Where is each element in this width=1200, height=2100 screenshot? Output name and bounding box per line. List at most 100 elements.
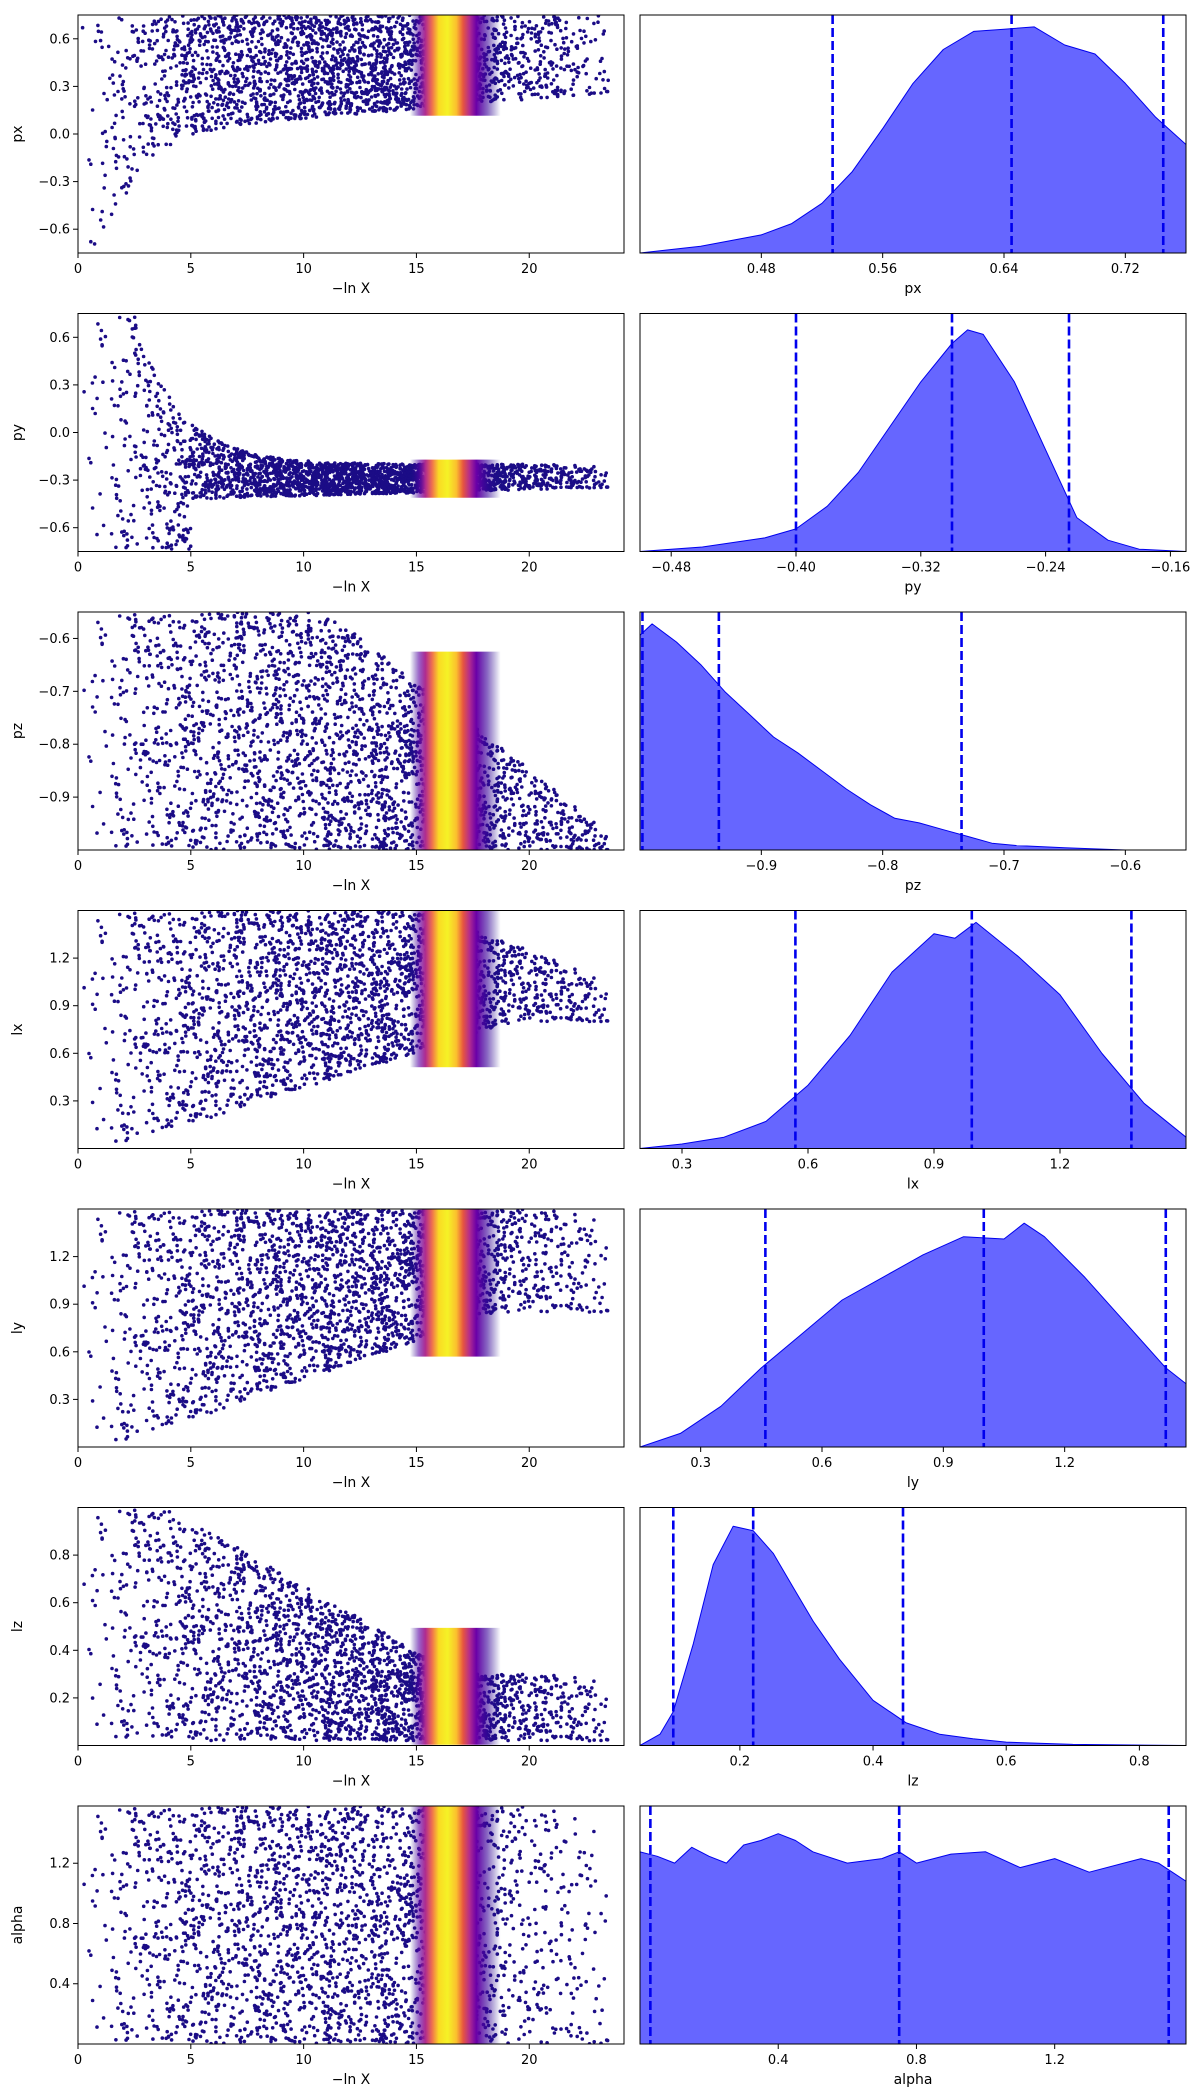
- sample-point: [203, 92, 208, 96]
- sample-point: [211, 78, 215, 83]
- sample-point: [168, 142, 173, 147]
- sample-point: [226, 81, 231, 85]
- sample-point: [223, 48, 227, 53]
- sample-point: [260, 102, 264, 107]
- sample-point: [290, 76, 294, 81]
- sample-point: [137, 373, 142, 378]
- sample-point: [232, 100, 237, 104]
- sample-point: [246, 118, 250, 123]
- sample-point: [257, 49, 262, 54]
- sample-point: [277, 85, 281, 89]
- sample-point: [291, 52, 296, 57]
- sample-point: [170, 56, 174, 60]
- sample-point: [278, 39, 282, 44]
- sample-point: [263, 50, 267, 54]
- sample-point: [278, 481, 283, 486]
- px-scatter-xlabel: −ln X: [332, 281, 371, 297]
- sample-point: [173, 106, 177, 111]
- sample-point: [582, 41, 586, 45]
- sample-point: [186, 43, 191, 47]
- sample-point: [154, 465, 158, 470]
- sample-point: [125, 532, 129, 536]
- sample-point: [256, 39, 261, 44]
- sample-point: [300, 53, 304, 58]
- sample-point: [152, 439, 157, 443]
- sample-point: [240, 53, 244, 57]
- sample-point: [139, 347, 144, 352]
- sample-point: [203, 25, 207, 29]
- sample-point: [130, 24, 135, 28]
- sample-point: [229, 112, 233, 116]
- sample-point: [174, 80, 179, 84]
- sample-point: [214, 57, 219, 62]
- sample-point: [569, 68, 574, 73]
- sample-point: [145, 404, 149, 408]
- px-weight-band: [314, 15, 537, 116]
- sample-point: [93, 375, 97, 379]
- sample-point: [565, 53, 570, 57]
- sample-point: [248, 49, 252, 54]
- sample-point: [602, 479, 607, 483]
- sample-point: [154, 483, 159, 488]
- sample-point: [106, 44, 111, 49]
- sample-point: [552, 486, 557, 490]
- sample-point: [225, 121, 229, 126]
- sample-point: [606, 78, 610, 83]
- sample-point: [311, 94, 315, 99]
- sample-point: [210, 490, 214, 495]
- sample-point: [188, 455, 192, 459]
- sample-point: [141, 150, 146, 154]
- sample-point: [256, 475, 260, 479]
- sample-point: [116, 89, 120, 94]
- sample-point: [181, 501, 186, 506]
- sample-point: [223, 54, 228, 59]
- sample-point: [304, 40, 309, 45]
- sample-point: [273, 54, 278, 59]
- sample-point: [145, 487, 150, 492]
- sample-point: [254, 121, 258, 125]
- sample-point: [221, 98, 226, 103]
- sample-point: [241, 468, 246, 473]
- sample-point: [163, 97, 168, 101]
- sample-point: [296, 43, 300, 48]
- sample-point: [126, 317, 130, 322]
- sample-point: [544, 473, 548, 477]
- sample-point: [567, 477, 571, 482]
- sample-point: [161, 32, 166, 36]
- sample-point: [124, 66, 128, 70]
- sample-point: [564, 36, 569, 40]
- sample-point: [603, 473, 608, 478]
- sample-point: [212, 473, 217, 477]
- sample-point: [584, 34, 588, 39]
- sample-point: [189, 482, 194, 486]
- sample-point: [291, 108, 295, 113]
- sample-point: [272, 78, 277, 83]
- sample-point: [123, 437, 127, 441]
- sample-point: [134, 455, 138, 459]
- sample-point: [226, 70, 230, 75]
- sample-point: [166, 93, 171, 98]
- sample-point: [161, 117, 166, 121]
- sample-point: [121, 358, 126, 363]
- sample-point: [90, 406, 95, 411]
- sample-point: [277, 15, 282, 18]
- sample-point: [578, 485, 583, 489]
- sample-point: [269, 82, 273, 87]
- sample-point: [287, 56, 291, 60]
- sample-point: [558, 467, 563, 471]
- sample-point: [545, 76, 550, 80]
- sample-point: [181, 495, 185, 500]
- sample-point: [236, 28, 241, 32]
- sample-point: [220, 102, 225, 107]
- sample-point: [275, 58, 280, 63]
- sample-point: [266, 71, 271, 76]
- sample-point: [213, 75, 218, 80]
- sample-point: [289, 464, 294, 468]
- sample-point: [154, 460, 159, 465]
- sample-point: [154, 394, 158, 399]
- sample-point: [239, 450, 244, 455]
- sample-point: [197, 454, 202, 459]
- sample-point: [555, 85, 560, 90]
- sample-point: [275, 40, 279, 45]
